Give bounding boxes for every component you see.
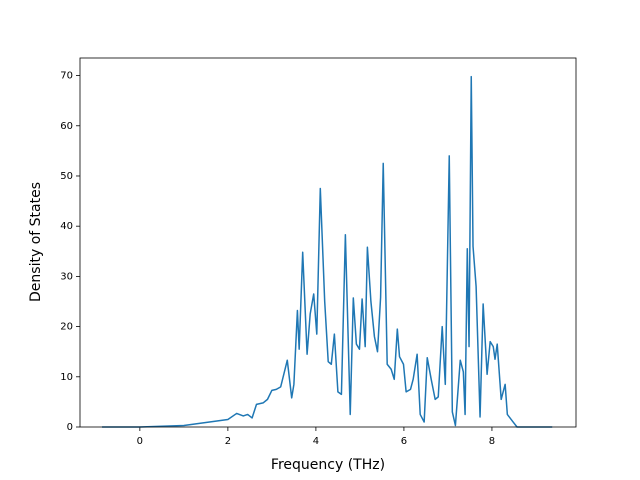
- y-tick-label: 40: [60, 221, 73, 232]
- y-tick-label: 50: [60, 171, 73, 182]
- y-tick-label: 20: [60, 322, 73, 333]
- x-axis-label: Frequency (THz): [271, 457, 385, 473]
- x-tick-label: 8: [489, 436, 495, 447]
- x-tick-label: 0: [137, 436, 143, 447]
- plot-frame: [79, 57, 577, 428]
- y-axis-label: Density of States: [28, 182, 44, 302]
- x-tick-label: 4: [313, 436, 319, 447]
- y-tick-label: 10: [60, 372, 73, 383]
- x-tick-label: 6: [401, 436, 407, 447]
- x-tick-label: 2: [225, 436, 231, 447]
- y-tick-label: 70: [60, 71, 73, 82]
- y-tick-label: 60: [60, 121, 73, 132]
- y-tick-label: 30: [60, 271, 73, 282]
- data-line: [102, 75, 553, 428]
- y-tick-label: 0: [67, 422, 73, 433]
